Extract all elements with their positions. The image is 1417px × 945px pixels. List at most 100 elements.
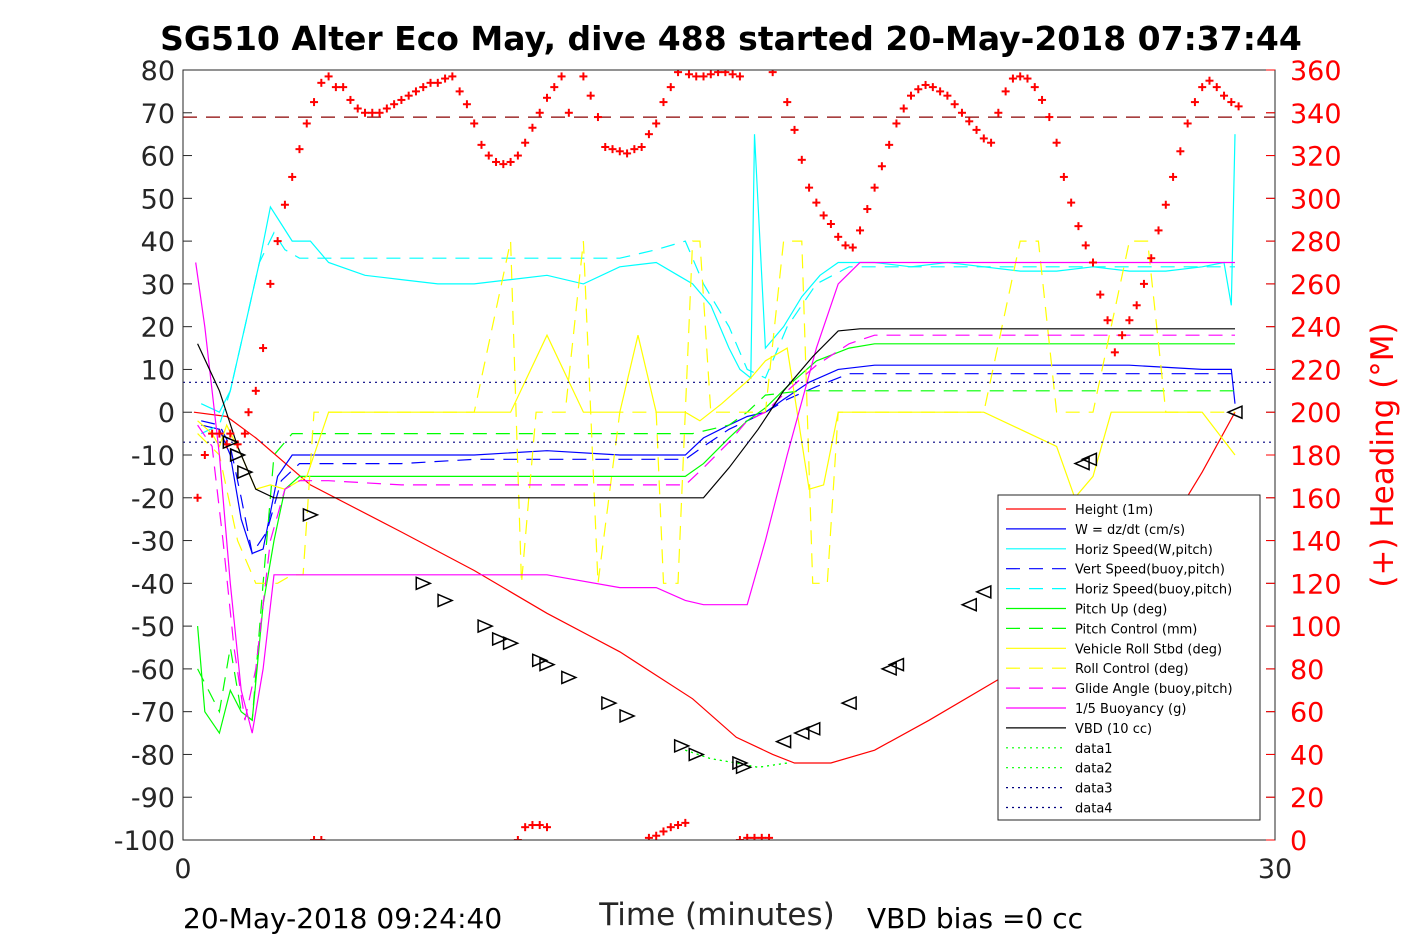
- x-tick-label: 0: [174, 854, 191, 885]
- heading-point: [280, 200, 289, 209]
- left-axis: 80 70 60 50 40 30 20 10 0 -10 -20 -30 -40 -50 -60 -70 -8…: [114, 56, 1275, 857]
- heading-point: [714, 70, 723, 77]
- heading-point: [353, 104, 362, 113]
- heading-point: [684, 70, 693, 79]
- heading-point: [543, 823, 551, 832]
- legend-entry: data1: [1006, 742, 1113, 757]
- legend-label: 1/5 Buoyancy (g): [1075, 702, 1186, 717]
- heading-point: [921, 80, 930, 89]
- heading-point: [368, 108, 377, 117]
- right-tick-label: 80: [1290, 655, 1324, 686]
- heading-point: [550, 83, 559, 92]
- right-tick-label: 40: [1290, 740, 1324, 771]
- series-line-pitch-control-mm: [197, 390, 1235, 722]
- dive-marker: [437, 593, 454, 608]
- heading-point: [1096, 290, 1105, 299]
- heading-point: [994, 108, 1003, 117]
- dive-marker: [222, 435, 240, 450]
- heading-point: [404, 91, 413, 100]
- heading-point: [644, 833, 653, 840]
- heading-point: [419, 83, 428, 92]
- heading-point: [535, 108, 544, 117]
- heading-point: [1147, 254, 1156, 263]
- legend-label: Horiz Speed(buoy,pitch): [1075, 583, 1232, 598]
- heading-point: [535, 821, 544, 830]
- left-tick-label: 50: [141, 184, 175, 215]
- series-line-w-dz-dt-cm-s: [201, 364, 1236, 555]
- series-layer: [183, 116, 1275, 768]
- legend-label: Glide Angle (buoy,pitch): [1075, 682, 1233, 697]
- left-tick-label: -20: [131, 484, 175, 515]
- dive-marker: [732, 755, 749, 771]
- heading-point: [819, 211, 828, 220]
- dive-marker: [539, 657, 556, 672]
- heading-point: [1205, 76, 1214, 85]
- heading-point: [579, 72, 588, 81]
- legend-label: Pitch Up (deg): [1075, 603, 1167, 618]
- left-tick-label: -40: [131, 569, 175, 600]
- legend-label: Pitch Control (mm): [1075, 622, 1197, 637]
- heading-point: [521, 823, 530, 832]
- right-tick-label: 340: [1290, 99, 1342, 130]
- heading-point: [448, 72, 457, 81]
- legend-entry: data4: [1006, 802, 1113, 817]
- heading-point: [492, 157, 501, 166]
- heading-point: [513, 836, 522, 840]
- climb-marker: [880, 661, 897, 677]
- heading-point: [899, 104, 908, 113]
- heading-point: [288, 172, 297, 181]
- heading-point: [477, 140, 486, 149]
- heading-point: [885, 140, 894, 149]
- heading-point: [1045, 113, 1054, 122]
- legend-entry: Vert Speed(buoy,pitch): [1006, 563, 1225, 578]
- heading-point: [513, 151, 522, 160]
- heading-point: [834, 232, 843, 241]
- left-tick-label: -70: [131, 698, 175, 729]
- dive-marker: [735, 760, 753, 775]
- series-line-data2: [685, 749, 788, 768]
- heading-point: [273, 237, 282, 246]
- heading-point: [593, 113, 602, 122]
- heading-point: [623, 149, 632, 158]
- heading-point: [957, 108, 966, 117]
- heading-point: [659, 827, 668, 836]
- heading-point: [240, 429, 249, 438]
- heading-point: [735, 72, 744, 81]
- heading-point: [390, 100, 399, 109]
- heading-point: [659, 98, 668, 107]
- left-tick-label: 60: [141, 142, 175, 173]
- climb-marker: [1226, 405, 1243, 420]
- left-tick-label: -30: [131, 527, 175, 558]
- heading-point: [841, 241, 850, 250]
- left-tick-label: -50: [131, 612, 175, 643]
- legend-label: data4: [1075, 802, 1113, 817]
- heading-point: [1059, 172, 1068, 181]
- heading-point: [1161, 200, 1170, 209]
- heading-point: [462, 100, 471, 109]
- plot-area: [182, 69, 1276, 841]
- right-tick-label: 60: [1290, 698, 1324, 729]
- legend-label: data1: [1075, 742, 1113, 757]
- right-tick-label: 220: [1290, 355, 1342, 386]
- heading-point: [1103, 316, 1112, 325]
- heading-point: [557, 72, 566, 81]
- dive-marker: [601, 695, 618, 711]
- dive-marker: [491, 631, 509, 647]
- heading-point: [1081, 241, 1090, 250]
- heading-point: [1176, 147, 1185, 156]
- heading-point: [1234, 102, 1243, 111]
- dive-marker: [673, 738, 691, 754]
- heading-point: [302, 119, 311, 128]
- legend-label: Horiz Speed(W,pitch): [1075, 543, 1213, 558]
- right-axis-label: (+) Heading (°M): [1365, 322, 1401, 587]
- heading-point: [506, 157, 515, 166]
- heading-point: [783, 98, 792, 107]
- heading-point: [324, 72, 333, 81]
- heading-point: [856, 226, 865, 235]
- legend-label: Vert Speed(buoy,pitch): [1075, 563, 1225, 578]
- legend-entry: Vehicle Roll Stbd (deg): [1006, 642, 1222, 657]
- heading-point: [721, 70, 730, 77]
- legend-entry: Horiz Speed(buoy,pitch): [1006, 583, 1232, 598]
- heading-point: [586, 91, 595, 100]
